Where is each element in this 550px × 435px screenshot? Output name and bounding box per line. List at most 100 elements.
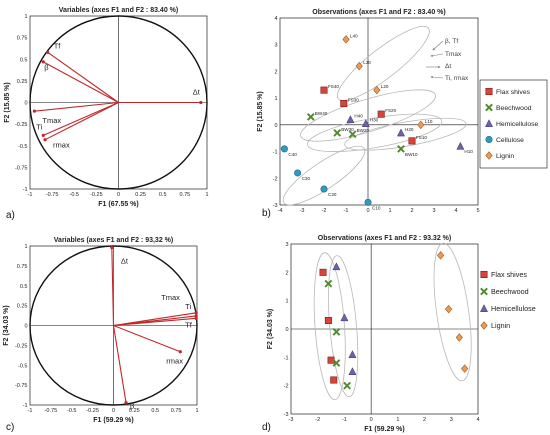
vector-point — [199, 100, 203, 105]
group-ellipse — [282, 145, 366, 206]
y-tick-label: -3 — [273, 203, 278, 209]
flax-point — [377, 110, 385, 118]
x-axis-label: F1 (59.29 %) — [93, 417, 133, 424]
y-tick-label: -2 — [284, 384, 289, 390]
y-tick-label: -0.5 — [18, 144, 27, 150]
y-tick-label: 1 — [24, 14, 27, 20]
x-axis-label: F1 (67.55 %) — [98, 201, 138, 208]
vector-line — [111, 247, 115, 326]
lignin-point — [461, 364, 469, 373]
vector-label: rmax — [53, 141, 70, 150]
vector-label: Tmax — [42, 116, 61, 125]
y-tick-label: 0.5 — [20, 57, 28, 63]
point-label: C10 — [372, 205, 381, 210]
x-tick-label: 0.75 — [171, 408, 182, 414]
x-tick-label: 1 — [195, 408, 198, 414]
x-tick-label: -0.25 — [86, 408, 99, 414]
vector-point — [110, 245, 114, 250]
flax-point — [324, 316, 332, 324]
legend-entry: Hemicellulose — [491, 304, 536, 313]
plot-frame — [279, 17, 479, 206]
annotation-arrow — [432, 40, 444, 51]
y-tick-label: 0 — [274, 123, 277, 129]
y-axis-label: F2 (34.03 %) — [267, 309, 274, 349]
vector-point — [43, 138, 47, 142]
legend: Flax shives Beechwood Hemicellulose Lignin — [479, 270, 536, 330]
legend-marker — [479, 304, 489, 312]
correlation-circle — [29, 15, 208, 190]
cellulose-point — [294, 169, 302, 177]
y-tick-label: 0 — [285, 327, 288, 333]
panel-a: -1 -0.75 -0.5 -0.25 0 0.25 0.5 0.75 1 1 0.75 0.5 0.2… — [4, 7, 209, 221]
point-label: BW10 — [405, 152, 418, 157]
x-tick-label: -1 — [28, 192, 33, 198]
panel-title: Observations (axes F1 and F2 : 83.40 %) — [312, 9, 445, 16]
vector-line — [34, 101, 119, 112]
point-label: BW40 — [315, 111, 328, 116]
legend-entry: Beechwood — [491, 287, 529, 296]
vector-line — [112, 325, 127, 403]
y-tick-label: 3 — [285, 242, 288, 248]
x-tick-label: 0.75 — [180, 192, 191, 198]
beechwood-point — [332, 359, 341, 367]
y-tick-label: -0.25 — [15, 343, 28, 349]
x-tick-label: 3 — [432, 208, 435, 214]
lignin-point — [417, 120, 425, 130]
flax-point — [340, 99, 348, 107]
vector-label: rmax — [166, 357, 183, 366]
y-tick-label: 2 — [285, 270, 288, 276]
lignin-point — [355, 61, 363, 71]
beechwood-point — [332, 327, 341, 336]
point-label: L10 — [425, 119, 433, 124]
y-tick-label: 2 — [274, 69, 277, 75]
cellulose-point — [280, 145, 288, 153]
legend-entry: Beechwood — [496, 105, 532, 112]
vector-point — [46, 50, 50, 54]
annotation-label: Tmax — [445, 51, 462, 58]
vector-label: Tf — [54, 41, 62, 50]
point-label: BW20 — [357, 128, 370, 133]
legend-entry: Lignin — [496, 153, 514, 160]
x-tick-label: 0.25 — [129, 408, 140, 414]
x-tick-label: -0.25 — [90, 192, 103, 198]
point-label: FS30 — [348, 97, 359, 102]
beechwood-point — [397, 145, 405, 153]
y-tick-label: 0 — [24, 101, 27, 107]
x-tick-label: 0 — [366, 208, 369, 214]
y-tick-label: -0.5 — [18, 363, 27, 369]
y-axis-label: F2 (34.03 %) — [3, 305, 10, 345]
y-tick-label: 3 — [274, 43, 277, 49]
x-tick-label: -3 — [289, 417, 294, 423]
panel-label: b) — [262, 208, 271, 219]
legend-entry: Lignin — [491, 321, 510, 330]
y-tick-label: -0.25 — [15, 122, 28, 128]
group-ellipse — [344, 117, 467, 151]
point-label: C30 — [302, 176, 311, 181]
x-tick-label: -1 — [28, 408, 33, 414]
flax-point — [320, 86, 328, 94]
group-ellipse — [328, 255, 359, 398]
vector-label: Ti — [185, 302, 191, 311]
cellulose-point — [320, 185, 328, 193]
legend: Flax shives Beechwood Hemicellulose Cellulo… — [479, 79, 548, 169]
legend-marker — [480, 287, 488, 296]
y-tick-label: 0.25 — [17, 79, 28, 85]
y-tick-label: -2 — [273, 176, 278, 182]
lignin-point — [445, 304, 453, 314]
x-tick-label: 0 — [117, 192, 120, 198]
correlation-circle — [29, 245, 198, 406]
vector-line — [43, 61, 119, 103]
vector-label: Tf — [185, 320, 193, 329]
hemicellulose-point — [456, 141, 465, 150]
x-tick-label: 0.25 — [135, 192, 146, 198]
beechwood-point — [324, 279, 333, 288]
flax-point — [319, 268, 327, 276]
group-ellipse — [433, 242, 472, 382]
x-tick-label: 5 — [476, 208, 479, 214]
point-label: FS10 — [416, 135, 427, 140]
point-label: L30 — [363, 60, 371, 65]
point-label: FS40 — [328, 84, 339, 89]
x-tick-label: 3 — [450, 417, 453, 423]
panel-label: a) — [6, 210, 15, 221]
